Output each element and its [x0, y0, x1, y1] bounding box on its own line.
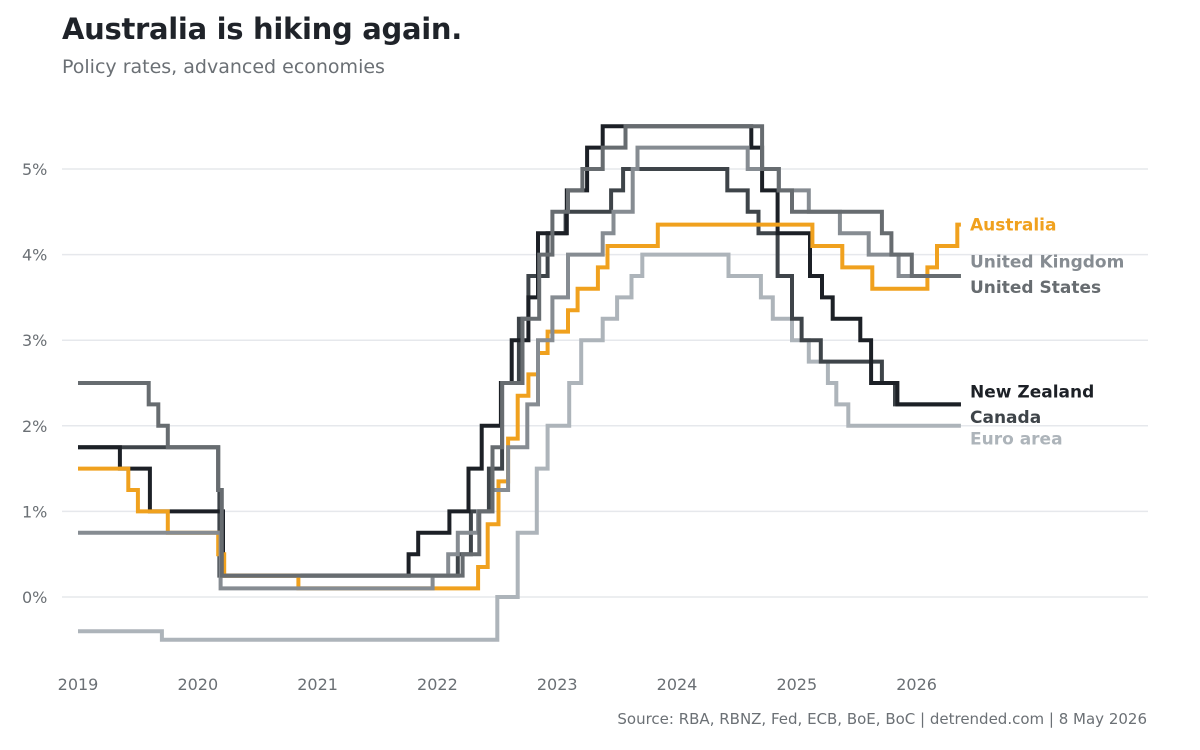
y-tick-label: 4%	[22, 246, 47, 265]
x-tick-label: 2020	[177, 675, 218, 694]
chart-subtitle: Policy rates, advanced economies	[62, 56, 385, 78]
series-label-canada: Canada	[970, 408, 1041, 428]
y-tick-label: 3%	[22, 331, 47, 350]
x-tick-label: 2023	[537, 675, 578, 694]
x-tick-label: 2022	[417, 675, 458, 694]
source-note: Source: RBA, RBNZ, Fed, ECB, BoE, BoC | …	[617, 710, 1147, 728]
x-tick-label: 2019	[58, 675, 99, 694]
series-end-labels: Australia United Kingdom United States New …	[970, 216, 1124, 450]
series-label-euro-area: Euro area	[970, 430, 1063, 450]
series-label-new-zealand: New Zealand	[970, 383, 1094, 403]
y-tick-label: 2%	[22, 417, 47, 436]
x-tick-label: 2021	[297, 675, 338, 694]
series-line-canada	[78, 167, 961, 578]
y-tick-label: 0%	[22, 588, 47, 607]
series-label-united-states: United States	[970, 278, 1101, 298]
x-tick-label: 2026	[896, 675, 937, 694]
x-axis-ticks: 2019 2020 2021 2022 2023 2024 2025 2026	[58, 675, 937, 694]
x-tick-label: 2025	[776, 675, 817, 694]
series-lines	[78, 124, 961, 642]
x-tick-label: 2024	[657, 675, 698, 694]
series-line-united-states	[78, 124, 961, 578]
y-axis-ticks: 0% 1% 2% 3% 4% 5%	[22, 160, 47, 607]
series-label-australia: Australia	[970, 216, 1057, 236]
gridlines	[62, 168, 1148, 598]
series-line-united-kingdom	[78, 145, 961, 591]
chart-title: Australia is hiking again.	[62, 12, 462, 46]
y-tick-label: 1%	[22, 502, 47, 521]
series-line-euro-area	[78, 252, 961, 642]
series-label-united-kingdom: United Kingdom	[970, 252, 1124, 272]
y-tick-label: 5%	[22, 160, 47, 179]
